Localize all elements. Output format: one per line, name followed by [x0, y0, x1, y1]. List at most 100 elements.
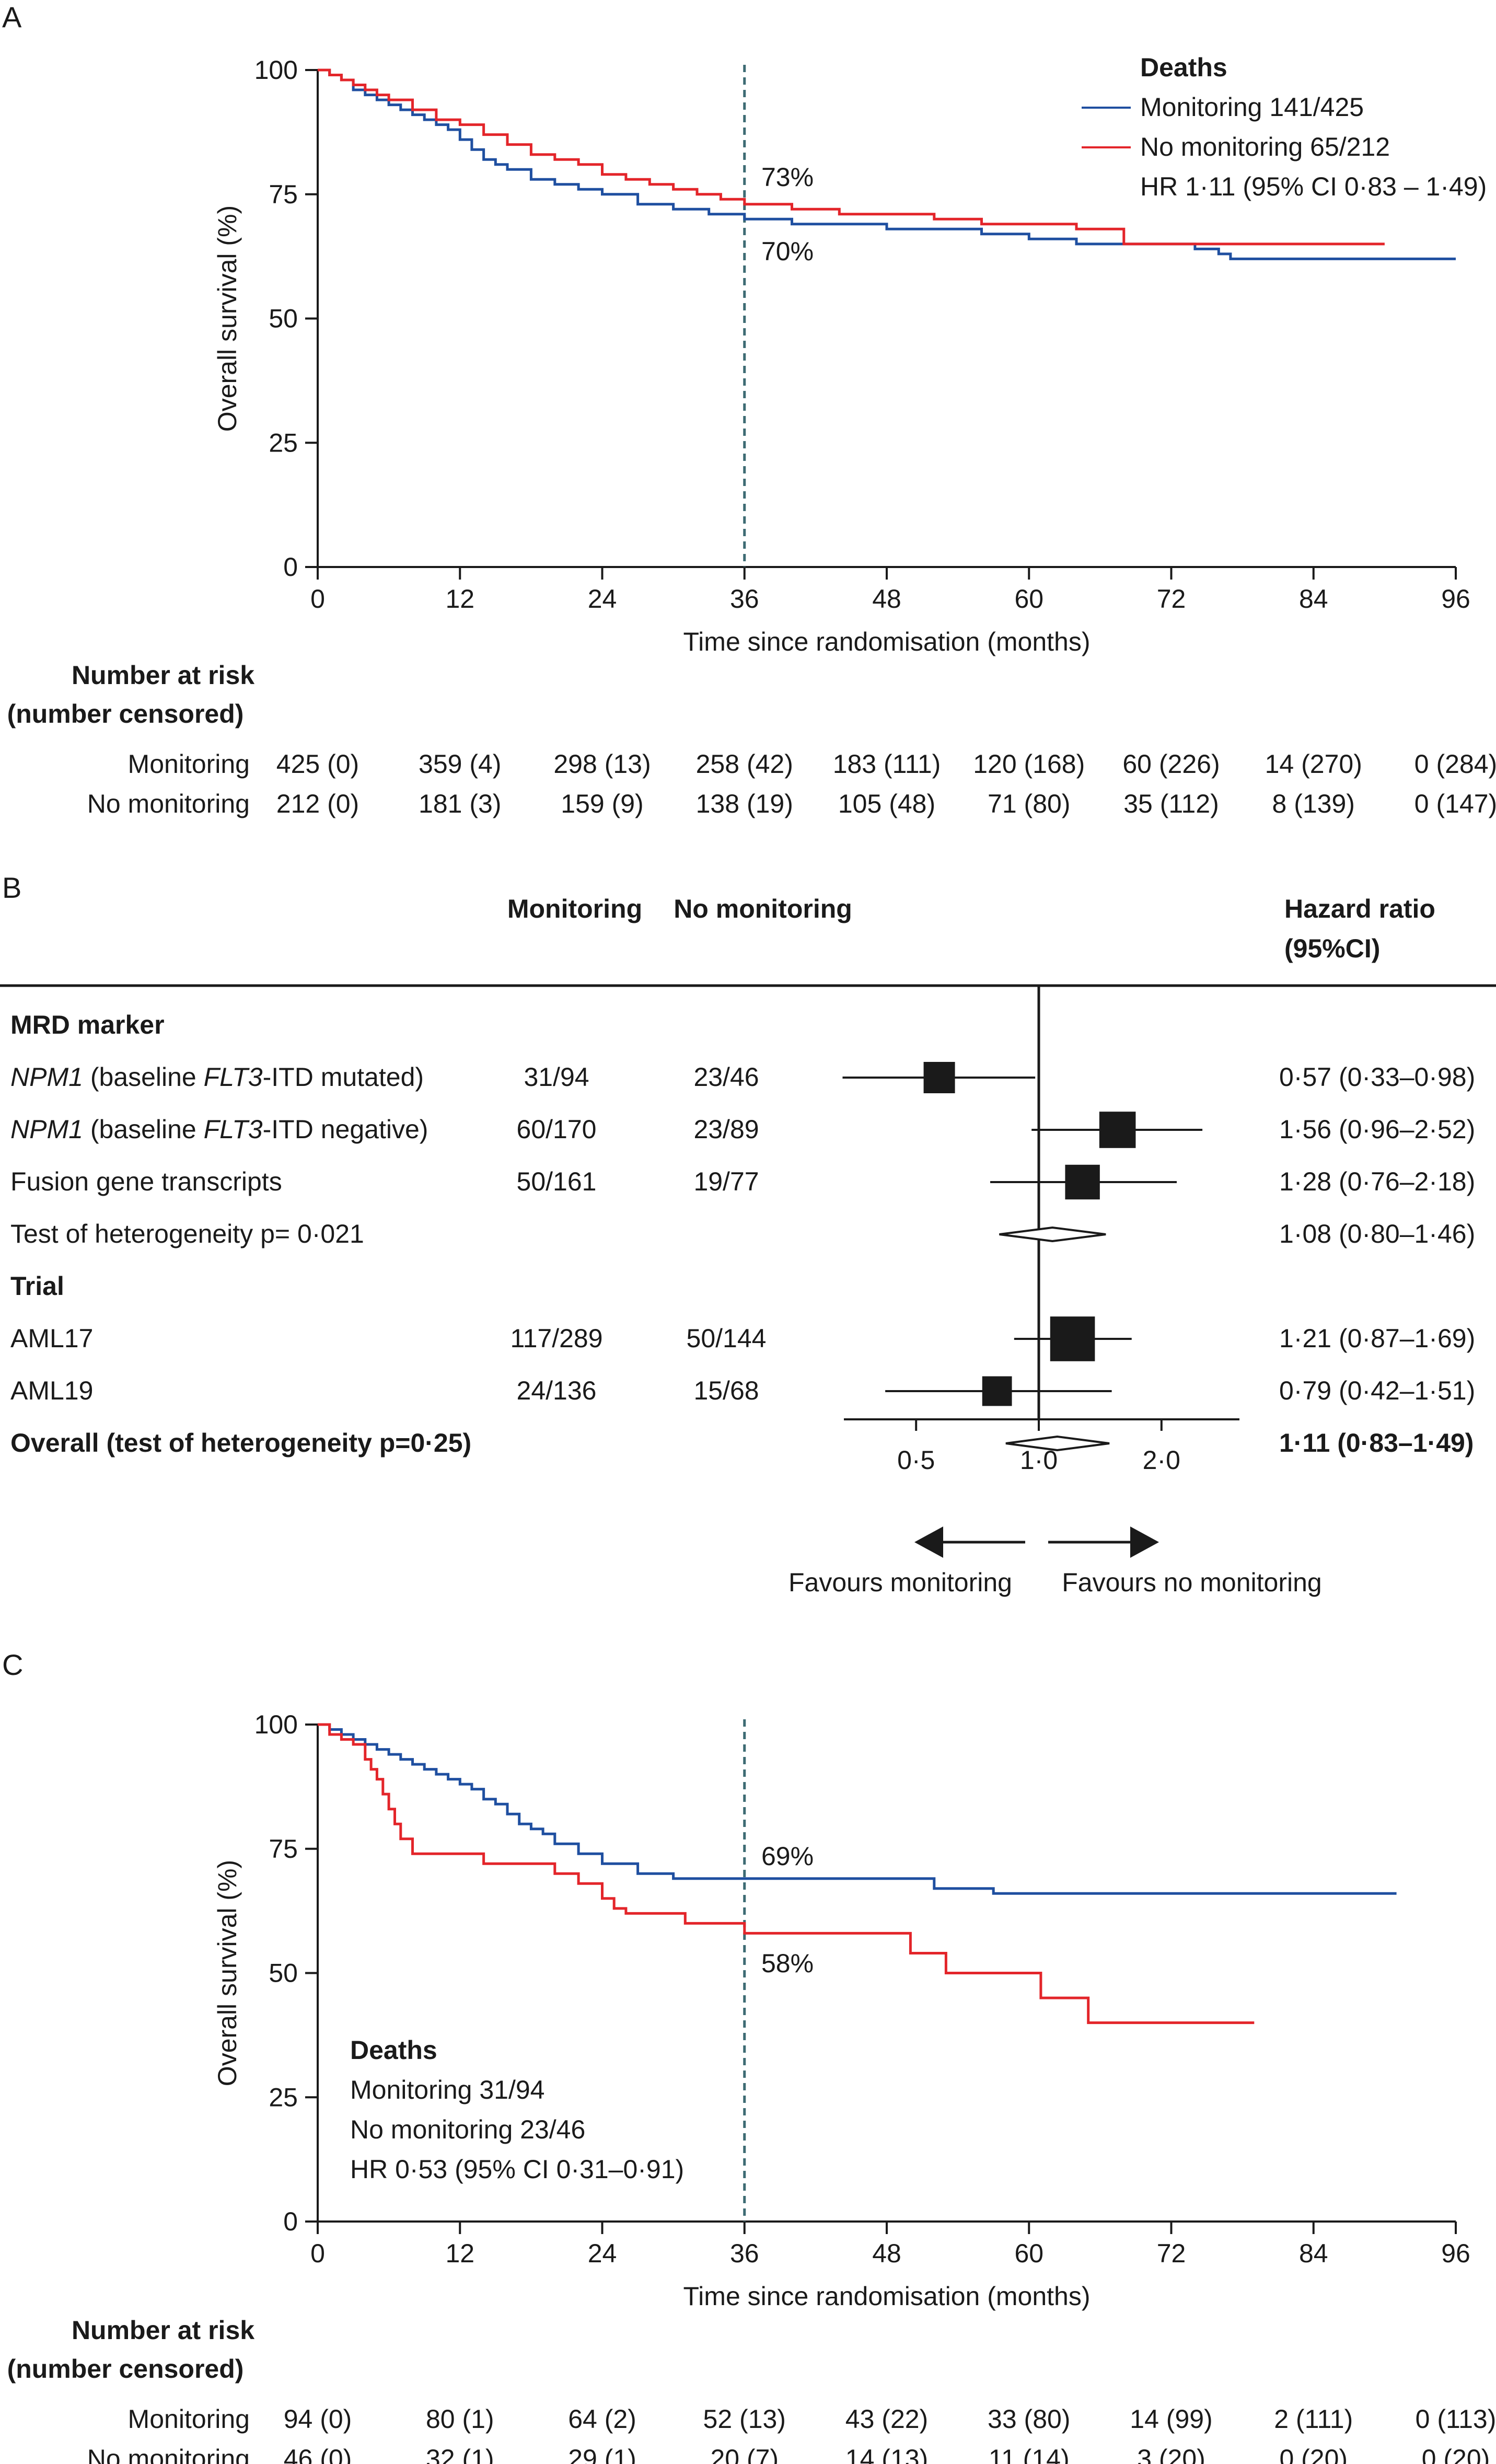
- panel-letter: C: [2, 1648, 23, 1681]
- section-label: Trial: [10, 1271, 64, 1301]
- x-tick-label: 60: [1014, 584, 1043, 614]
- hazard-ratio-marker: [1065, 1164, 1100, 1200]
- x-tick-label: 0: [310, 2239, 325, 2268]
- risk-table-cell: 32 (1): [426, 2444, 494, 2464]
- hazard-ratio-value: 0·79 (0·42–1·51): [1279, 1376, 1475, 1405]
- overall-diamond: [1005, 1435, 1110, 1452]
- header-hazard-ratio: Hazard ratio: [1284, 894, 1435, 923]
- section-label: MRD marker: [10, 1010, 165, 1039]
- y-tick-label: 0: [283, 552, 298, 582]
- panel-b: B Monitoring No monitoring Hazard ratio (95%…: [0, 871, 1496, 1597]
- x-tick-label: 12: [445, 2239, 474, 2268]
- x-tick-label: 72: [1157, 2239, 1186, 2268]
- panel-c: C 0 25 50 75 100 0 12 24 36 48 60 72 84 96 Time since r…: [2, 1648, 1496, 2464]
- risk-table-row-label: Monitoring: [128, 2404, 250, 2434]
- risk-table-cell: 212 (0): [276, 789, 359, 818]
- x-tick-label: 36: [730, 2239, 759, 2268]
- legend-entry: Monitoring 141/425: [1140, 92, 1364, 122]
- label-part: NPM1: [10, 1115, 83, 1144]
- risk-table-subtitle: (number censored): [7, 699, 244, 728]
- monitoring-events: 60/170: [517, 1115, 597, 1144]
- subgroup-label: NPM1 (baseline FLT3-ITD negative): [10, 1115, 428, 1144]
- label-part: Fusion gene transcripts: [10, 1167, 282, 1196]
- risk-table-title: Number at risk: [72, 2316, 254, 2345]
- hazard-ratio-value: 1·56 (0·96–2·52): [1279, 1115, 1475, 1144]
- risk-table-cell: 29 (1): [568, 2444, 636, 2464]
- hazard-ratio-value: 1·21 (0·87–1·69): [1279, 1324, 1475, 1353]
- risk-table-title: Number at risk: [72, 661, 254, 690]
- risk-table-cell: 43 (22): [845, 2404, 928, 2434]
- y-tick-label: 100: [254, 1710, 298, 1739]
- risk-table-cell: 11 (14): [989, 2444, 1070, 2464]
- hazard-ratio-marker: [923, 1062, 955, 1093]
- x-tick-label: 24: [588, 584, 617, 614]
- x-tick-label: 84: [1299, 584, 1328, 614]
- y-tick-label: 100: [254, 55, 298, 85]
- subgroup-label: AML19: [10, 1376, 93, 1405]
- subgroup-label: NPM1 (baseline FLT3-ITD mutated): [10, 1062, 424, 1092]
- x-tick-label: 96: [1441, 2239, 1470, 2268]
- survival-annotation: 69%: [761, 1842, 814, 1871]
- risk-table-cell: 258 (42): [696, 749, 793, 779]
- x-tick-label: 2·0: [1143, 1445, 1180, 1475]
- legend-entry: No monitoring 23/46: [350, 2115, 585, 2144]
- subgroup-label: AML17: [10, 1324, 93, 1353]
- label-part: -ITD mutated): [263, 1062, 424, 1092]
- risk-table-cell: 0 (147): [1414, 789, 1496, 818]
- x-tick-label: 48: [872, 584, 901, 614]
- risk-table-cell: 14 (99): [1130, 2404, 1212, 2434]
- y-tick-label: 0: [283, 2207, 298, 2236]
- panel-letter: B: [2, 871, 21, 904]
- legend-entry: No monitoring 65/212: [1140, 132, 1390, 161]
- survival-annotation: 58%: [761, 1949, 814, 1978]
- y-tick-label: 25: [269, 2083, 298, 2112]
- survival-annotation: 70%: [761, 237, 814, 266]
- x-tick-label: 24: [588, 2239, 617, 2268]
- x-axis-label: Time since randomisation (months): [683, 627, 1091, 656]
- y-tick-label: 75: [269, 180, 298, 209]
- no-monitoring-events: 23/89: [693, 1115, 759, 1144]
- header-no-monitoring: No monitoring: [674, 894, 852, 923]
- monitoring-events: 31/94: [524, 1062, 589, 1092]
- risk-table-cell: 14 (270): [1265, 749, 1362, 779]
- x-tick-label: 12: [445, 584, 474, 614]
- monitoring-events: 24/136: [517, 1376, 597, 1405]
- legend-entry: HR 1·11 (95% CI 0·83 – 1·49): [1140, 172, 1487, 201]
- panel-a: A 0 25 50 75 100 0 12 24 36 48 60 72 84 96 Time since r…: [2, 1, 1496, 818]
- overall-label: Overall (test of heterogeneity p=0·25): [10, 1428, 471, 1457]
- risk-table-cell: 159 (9): [561, 789, 643, 818]
- risk-table-cell: 183 (111): [833, 749, 941, 779]
- favours-monitoring-label: Favours monitoring: [788, 1568, 1012, 1597]
- risk-table-cell: 359 (4): [419, 749, 501, 779]
- hazard-ratio-value: 1·08 (0·80–1·46): [1279, 1219, 1475, 1248]
- survival-annotation: 73%: [761, 163, 814, 192]
- right-arrow-head: [1130, 1526, 1159, 1558]
- risk-table-cell: 35 (112): [1123, 789, 1219, 818]
- no-monitoring-events: 50/144: [687, 1324, 767, 1353]
- no-monitoring-survival-curve: [318, 68, 1385, 246]
- risk-table-cell: 8 (139): [1272, 789, 1355, 818]
- hazard-ratio-marker: [1099, 1112, 1136, 1148]
- label-part: (baseline: [83, 1062, 204, 1092]
- subgroup-label: Fusion gene transcripts: [10, 1167, 282, 1196]
- risk-table-cell: 425 (0): [276, 749, 359, 779]
- hazard-ratio-marker: [1050, 1316, 1095, 1361]
- x-tick-label: 84: [1299, 2239, 1328, 2268]
- risk-table-cell: 3 (20): [1137, 2444, 1205, 2464]
- risk-table-cell: 0 (113): [1416, 2404, 1496, 2434]
- panel-letter: A: [2, 1, 22, 33]
- label-part: (baseline: [83, 1115, 204, 1144]
- risk-table-cell: 0 (20): [1422, 2444, 1490, 2464]
- hazard-ratio-value: 1·28 (0·76–2·18): [1279, 1167, 1475, 1196]
- risk-table-cell: 105 (48): [838, 789, 935, 818]
- y-tick-label: 50: [269, 1959, 298, 1988]
- risk-table-cell: 52 (13): [703, 2404, 786, 2434]
- label-part: -ITD negative): [263, 1115, 428, 1144]
- y-tick-label: 75: [269, 1834, 298, 1864]
- risk-table-cell: 94 (0): [284, 2404, 352, 2434]
- risk-table-cell: 0 (20): [1279, 2444, 1348, 2464]
- risk-table-cell: 120 (168): [973, 749, 1085, 779]
- legend-entry: Monitoring 31/94: [350, 2075, 544, 2104]
- label-part: FLT3: [204, 1062, 263, 1092]
- heterogeneity-label: Test of heterogeneity p= 0·021: [10, 1219, 364, 1248]
